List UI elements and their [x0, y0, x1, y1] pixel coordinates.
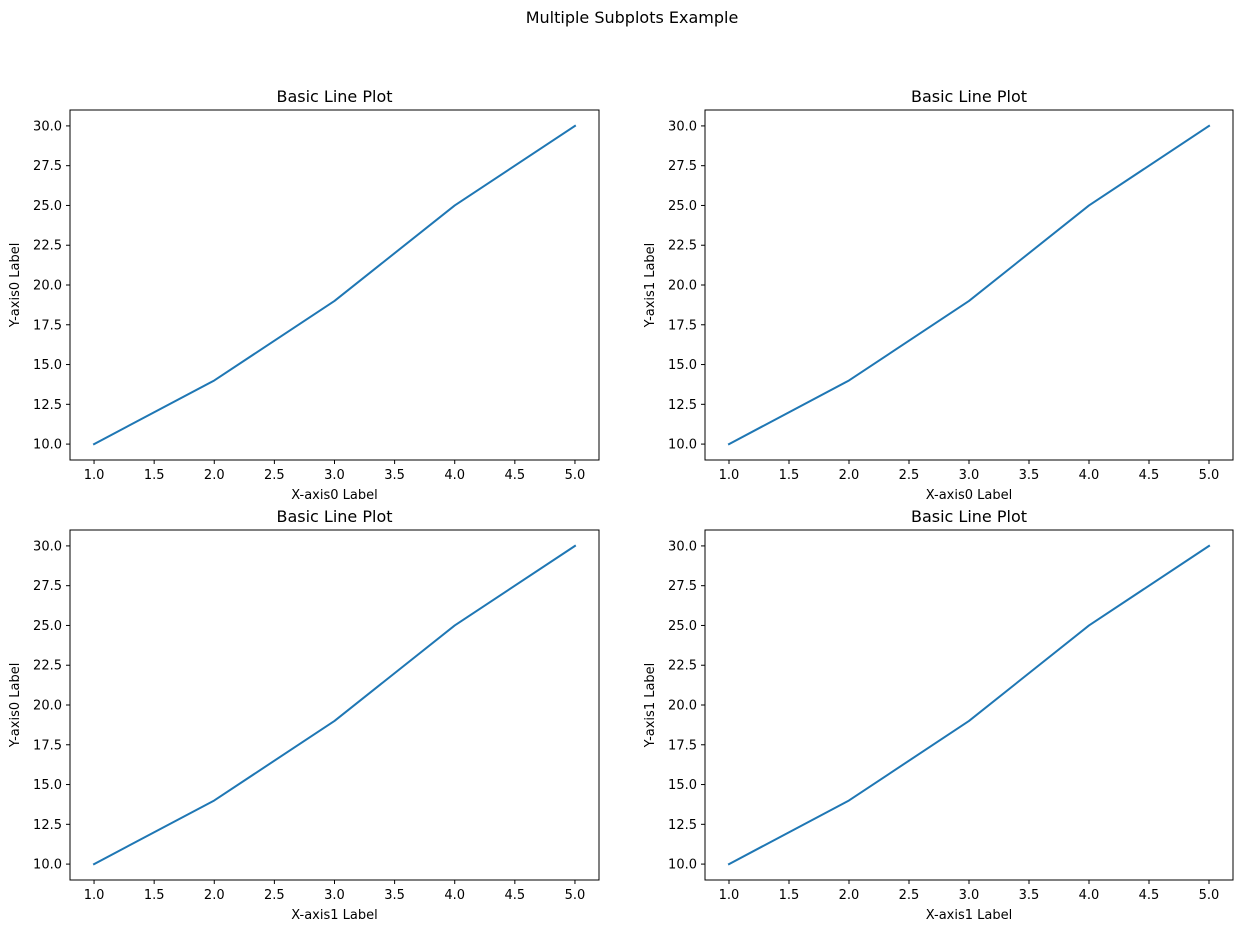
x-tick-label: 4.0	[1079, 468, 1100, 483]
y-tick-label: 10.0	[668, 438, 697, 453]
x-tick-label: 4.0	[444, 468, 465, 483]
x-tick-label: 3.5	[384, 888, 405, 903]
series-line	[92, 544, 577, 866]
x-tick-label: 4.5	[1139, 468, 1160, 483]
x-tick-label: 5.0	[1199, 888, 1220, 903]
y-tick-label: 10.0	[33, 438, 62, 453]
y-tick-label: 17.5	[668, 738, 697, 753]
y-tick-label: 27.5	[33, 159, 62, 174]
y-tick-label: 20.0	[33, 699, 62, 714]
subplot-3: 1.0 1.5 2.0 2.5 3.0 3.5 4.0 4.5 5.0 10.0 12.5 15.0 1…	[8, 507, 600, 923]
x-tick-label: 4.5	[504, 468, 525, 483]
series-line	[727, 124, 1211, 446]
x-tick-label: 4.0	[444, 888, 465, 903]
subplot-title: Basic Line Plot	[911, 87, 1027, 106]
y-tick-label: 17.5	[33, 738, 62, 753]
y-tick-label: 15.0	[33, 778, 62, 793]
y-tick-label: 17.5	[33, 318, 62, 333]
x-tick-label: 5.0	[565, 468, 586, 483]
x-tick-label: 2.0	[204, 468, 225, 483]
subplot-4: 1.0 1.5 2.0 2.5 3.0 3.5 4.0 4.5 5.0 10.0 12.5 15.0 1…	[643, 507, 1234, 923]
x-tick-label: 3.0	[324, 468, 345, 483]
x-tick-label: 3.5	[1019, 888, 1040, 903]
y-tick-label: 27.5	[668, 159, 697, 174]
figure-title: Multiple Subplots Example	[526, 8, 739, 27]
y-tick-label: 30.0	[668, 119, 697, 134]
x-tick-label: 1.5	[144, 888, 165, 903]
x-tick-label: 1.5	[144, 468, 165, 483]
x-tick-label: 4.5	[504, 888, 525, 903]
series-line	[727, 544, 1211, 866]
x-tick-label: 5.0	[565, 888, 586, 903]
y-tick-label: 10.0	[33, 858, 62, 873]
x-axis-label: X-axis0 Label	[926, 488, 1012, 503]
y-tick-label: 20.0	[33, 279, 62, 294]
subplot-1: 1.0 1.5 2.0 2.5 3.0 3.5 4.0 4.5 5.0 10.0 12.5 15.0 1…	[8, 87, 600, 503]
x-tick-label: 5.0	[1199, 468, 1220, 483]
y-tick-label: 12.5	[33, 818, 62, 833]
y-tick-label: 30.0	[33, 539, 62, 554]
y-tick-label: 12.5	[33, 398, 62, 413]
x-tick-label: 1.5	[779, 888, 800, 903]
subplots-group: 1.0 1.5 2.0 2.5 3.0 3.5 4.0 4.5 5.0 10.0 12.5 15.0 1…	[8, 87, 1234, 923]
y-axis-label: Y-axis0 Label	[8, 243, 23, 329]
x-tick-label: 2.5	[264, 888, 285, 903]
y-tick-label: 15.0	[668, 358, 697, 373]
y-tick-label: 22.5	[33, 659, 62, 674]
y-tick-label: 25.0	[668, 199, 697, 214]
x-axis-label: X-axis1 Label	[926, 908, 1012, 923]
y-tick-label: 12.5	[668, 398, 697, 413]
x-tick-label: 2.0	[839, 468, 860, 483]
x-tick-label: 1.0	[719, 888, 740, 903]
y-axis-label: Y-axis1 Label	[643, 243, 658, 329]
x-tick-label: 2.5	[899, 888, 920, 903]
series-line	[92, 124, 577, 446]
y-tick-label: 22.5	[668, 659, 697, 674]
y-tick-label: 10.0	[668, 858, 697, 873]
y-tick-label: 27.5	[668, 579, 697, 594]
y-axis-label: Y-axis0 Label	[8, 663, 23, 749]
x-tick-label: 1.0	[719, 468, 740, 483]
x-tick-label: 2.5	[264, 468, 285, 483]
y-tick-label: 15.0	[668, 778, 697, 793]
x-tick-label: 3.0	[324, 888, 345, 903]
subplot-title: Basic Line Plot	[276, 507, 392, 526]
x-tick-label: 2.0	[204, 888, 225, 903]
x-tick-label: 1.0	[84, 888, 105, 903]
subplot-2: 1.0 1.5 2.0 2.5 3.0 3.5 4.0 4.5 5.0 10.0 12.5 15.0 1…	[643, 87, 1234, 503]
x-tick-label: 3.5	[1019, 468, 1040, 483]
x-tick-label: 4.5	[1139, 888, 1160, 903]
y-tick-label: 25.0	[33, 199, 62, 214]
x-tick-label: 3.0	[959, 888, 980, 903]
y-tick-label: 17.5	[668, 318, 697, 333]
y-tick-label: 15.0	[33, 358, 62, 373]
y-tick-label: 22.5	[33, 239, 62, 254]
y-tick-label: 25.0	[668, 619, 697, 634]
x-tick-label: 3.0	[959, 468, 980, 483]
x-tick-label: 1.5	[779, 468, 800, 483]
x-tick-label: 3.5	[384, 468, 405, 483]
x-tick-label: 1.0	[84, 468, 105, 483]
y-axis-label: Y-axis1 Label	[643, 663, 658, 749]
y-tick-label: 22.5	[668, 239, 697, 254]
y-tick-label: 30.0	[33, 119, 62, 134]
x-tick-label: 2.0	[839, 888, 860, 903]
y-tick-label: 20.0	[668, 279, 697, 294]
x-axis-label: X-axis1 Label	[291, 908, 377, 923]
x-tick-label: 2.5	[899, 468, 920, 483]
y-tick-label: 30.0	[668, 539, 697, 554]
x-axis-label: X-axis0 Label	[291, 488, 377, 503]
y-tick-label: 25.0	[33, 619, 62, 634]
subplot-title: Basic Line Plot	[276, 87, 392, 106]
y-tick-label: 27.5	[33, 579, 62, 594]
y-tick-label: 12.5	[668, 818, 697, 833]
subplot-title: Basic Line Plot	[911, 507, 1027, 526]
y-tick-label: 20.0	[668, 699, 697, 714]
x-tick-label: 4.0	[1079, 888, 1100, 903]
